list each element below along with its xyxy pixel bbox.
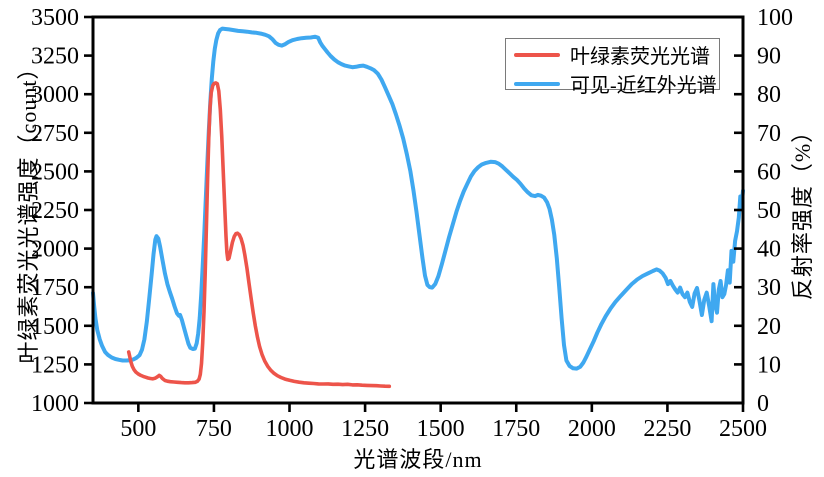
x-tick-label: 500: [120, 416, 156, 442]
legend-label-fluorescence: 叶绿素荧光光谱: [570, 46, 710, 68]
x-axis-label: 光谱波段/nm: [353, 447, 483, 472]
x-tick-label: 2250: [643, 416, 691, 442]
y-right-tick-label: 10: [757, 352, 781, 378]
x-tick-label: 1750: [492, 416, 540, 442]
y-right-tick-label: 100: [757, 5, 793, 31]
y-axis-label-left: 叶绿素荧光光谱强度（count）: [16, 56, 41, 364]
y-left-tick-label: 2750: [31, 121, 79, 147]
y-left-tick-label: 2000: [31, 237, 79, 263]
x-tick-label: 2000: [568, 416, 616, 442]
y-left-tick-label: 3250: [31, 44, 79, 70]
x-tick-label: 1250: [341, 416, 389, 442]
y-left-tick-label: 1500: [31, 314, 79, 340]
y-left-tick-label: 1750: [31, 275, 79, 301]
x-tick-label: 2500: [719, 416, 767, 442]
x-tick-label: 1500: [417, 416, 465, 442]
series-line-reflectance: [91, 26, 745, 371]
x-tick-label: 750: [196, 416, 232, 442]
y-left-tick-label: 1000: [31, 391, 79, 417]
y-left-tick-label: 2500: [31, 159, 79, 185]
legend-label-vnir: 可见-近红外光谱: [570, 75, 717, 97]
y-right-tick-label: 60: [757, 159, 781, 185]
series-line-fluorescence: [126, 81, 392, 389]
legend-entry-vnir: 可见-近红外光谱: [514, 69, 717, 98]
y-right-tick-label: 20: [757, 314, 781, 340]
y-right-tick-label: 0: [757, 391, 769, 417]
legend-box: 叶绿素荧光光谱 可见-近红外光谱: [505, 38, 720, 97]
y-left-tick-label: 1250: [31, 352, 79, 378]
y-left-tick-label: 3000: [31, 82, 79, 108]
y-right-tick-label: 30: [757, 275, 781, 301]
y-right-tick-label: 80: [757, 82, 781, 108]
y-left-tick-label: 2250: [31, 198, 79, 224]
y-left-tick-label: 3500: [31, 5, 79, 31]
y-right-tick-label: 90: [757, 44, 781, 70]
y-right-tick-label: 70: [757, 121, 781, 147]
y-right-tick-label: 40: [757, 237, 781, 263]
legend-line-red: [514, 52, 560, 57]
y-axis-label-right: 反射率强度（%）: [790, 119, 815, 301]
legend-entry-fluorescence: 叶绿素荧光光谱: [514, 40, 711, 69]
y-right-tick-label: 50: [757, 198, 781, 224]
x-tick-label: 1000: [266, 416, 314, 442]
legend-line-blue: [514, 81, 560, 86]
